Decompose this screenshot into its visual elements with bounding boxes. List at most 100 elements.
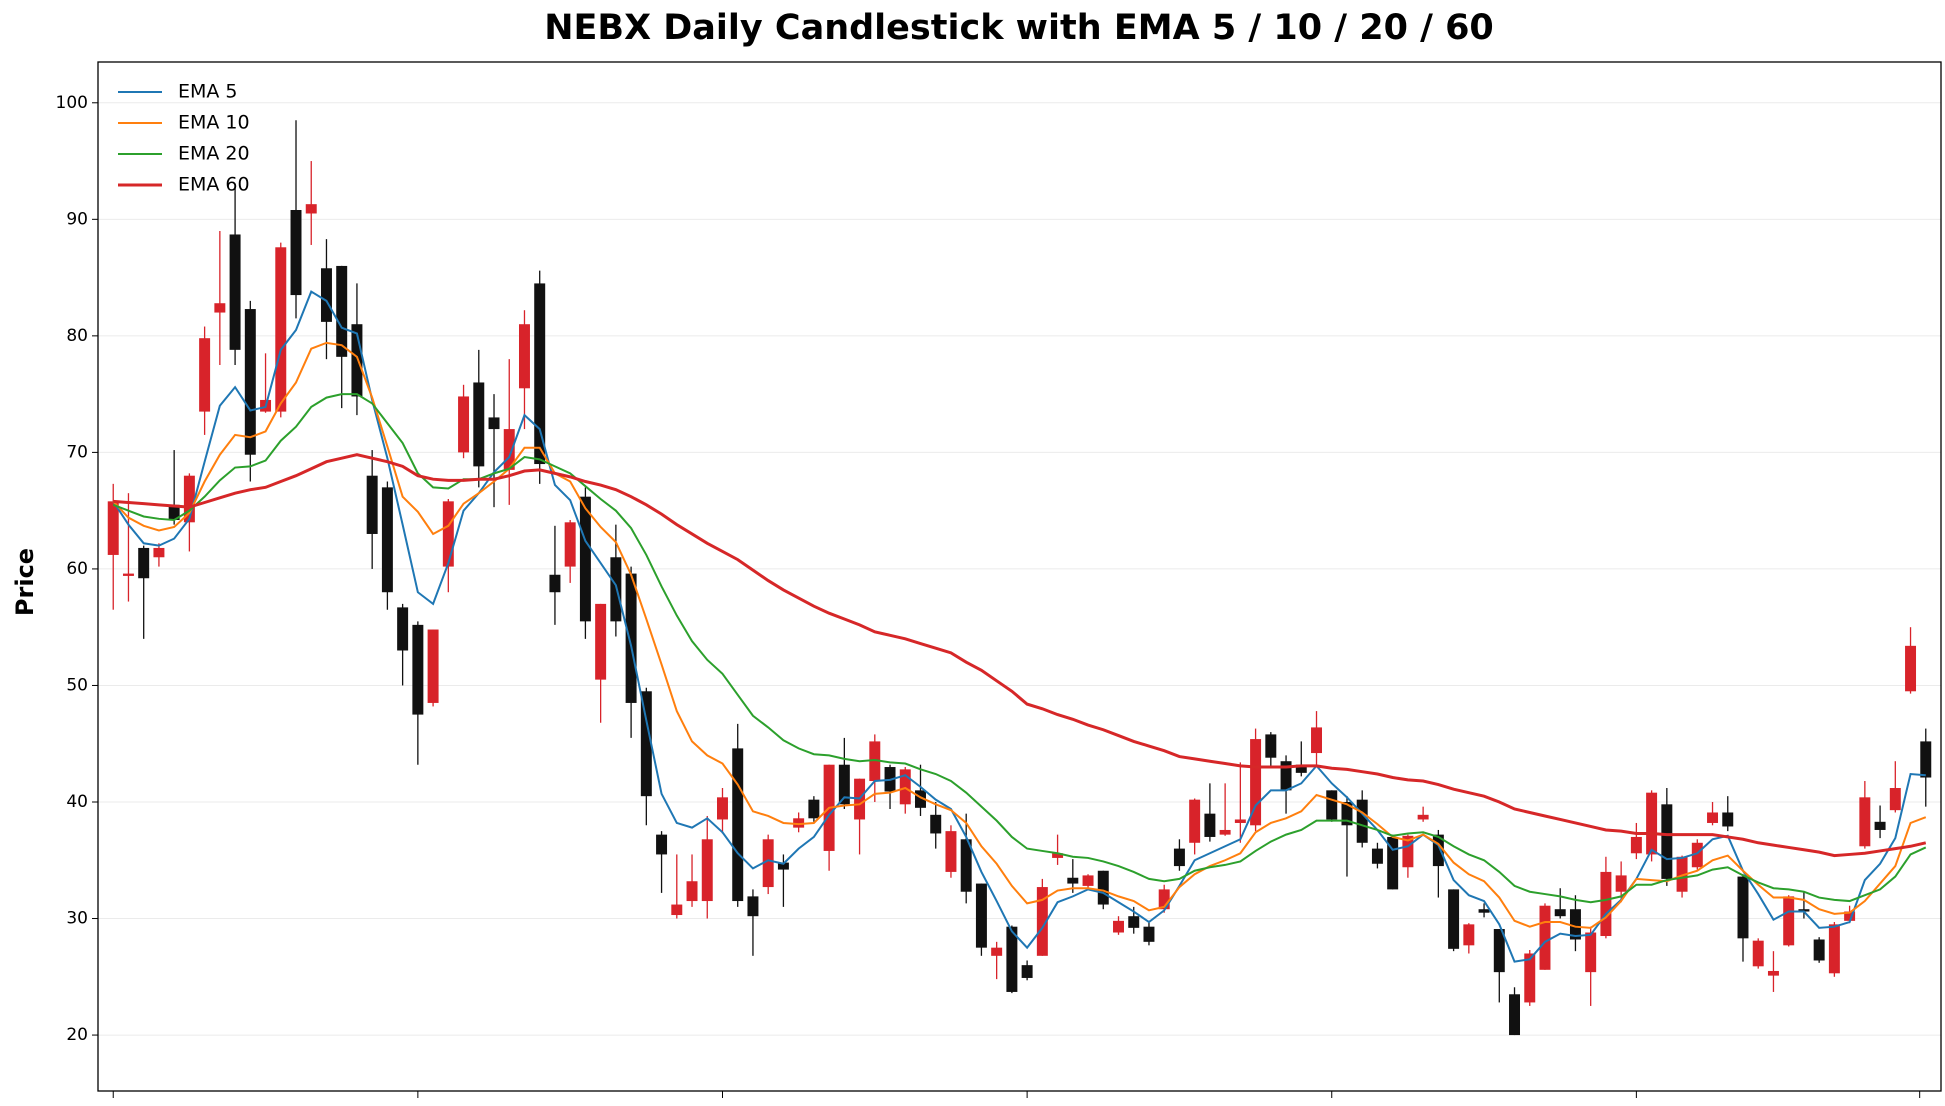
candle-body: [488, 417, 500, 430]
candle-body: [1493, 929, 1505, 973]
y-tick-label: 100: [56, 93, 88, 113]
candle-body: [1128, 916, 1140, 928]
candle-body: [1265, 734, 1277, 758]
candle-body: [1387, 836, 1399, 890]
candle-body: [747, 896, 759, 917]
candle-body: [671, 904, 683, 916]
candle-body: [1859, 797, 1871, 847]
candle-body: [1250, 739, 1262, 826]
candle-body: [1143, 926, 1155, 942]
candle-body: [1539, 905, 1551, 970]
candle-body: [1052, 853, 1064, 858]
candle-body: [503, 429, 515, 470]
candle-body: [366, 475, 378, 534]
candle-body: [1920, 741, 1932, 778]
candle-body: [1554, 909, 1566, 917]
candle-body: [122, 573, 134, 576]
candle-body: [1661, 804, 1673, 879]
candle-body: [1097, 870, 1109, 905]
candle-body: [1691, 842, 1703, 868]
candle-body: [1905, 645, 1917, 692]
candle-body: [183, 475, 195, 523]
ema-line: [112, 290, 1926, 963]
candle-body: [869, 741, 881, 782]
candle-body: [351, 324, 363, 397]
candle-body: [945, 831, 957, 872]
candle-body: [1204, 813, 1216, 837]
candle-body: [1158, 889, 1170, 910]
candle-body: [1356, 799, 1368, 843]
ema-line: [112, 341, 1927, 929]
candle-body: [534, 283, 546, 465]
candle-body: [717, 797, 728, 820]
ema-line: [112, 393, 1927, 904]
y-tick-label: 80: [66, 326, 88, 346]
candle-body: [138, 547, 150, 579]
y-tick-label: 90: [66, 209, 88, 229]
legend-label: EMA 5: [178, 81, 238, 103]
legend-label: EMA 20: [178, 143, 250, 165]
y-tick-label: 20: [66, 1025, 88, 1045]
candle-body: [930, 814, 942, 834]
candle-body: [1813, 939, 1825, 961]
candle-body: [1707, 812, 1719, 823]
y-axis-label: Price: [11, 548, 39, 616]
candle-body: [229, 234, 241, 350]
candle-body: [412, 624, 424, 715]
candle-body: [1280, 761, 1292, 791]
candle-body: [168, 504, 180, 520]
candle-body: [625, 573, 637, 703]
candle-body: [808, 799, 820, 819]
candle-body: [1371, 848, 1383, 864]
candle-body: [1295, 764, 1307, 773]
candle-body: [732, 748, 744, 902]
y-tick-label: 30: [66, 909, 88, 929]
y-tick-label: 70: [66, 442, 88, 462]
candle-body: [1326, 790, 1338, 820]
candle-body: [899, 769, 911, 805]
candle-body: [320, 268, 332, 322]
candle-body: [701, 839, 713, 902]
candle-body: [473, 382, 485, 467]
candle-body: [199, 338, 211, 412]
candle-body: [1113, 920, 1124, 933]
candle-body: [991, 947, 1003, 956]
candle-body: [960, 839, 972, 892]
candle-body: [336, 265, 348, 357]
chart-title: NEBX Daily Candlestick with EMA 5 / 10 /…: [544, 8, 1494, 48]
candle-body: [1432, 834, 1444, 867]
candle-body: [595, 603, 607, 680]
candle-body: [275, 247, 287, 412]
candle-body: [762, 839, 774, 888]
candle-body: [640, 691, 652, 797]
candle-body: [1752, 940, 1764, 967]
candle-body: [1889, 788, 1901, 811]
candle-body: [1341, 801, 1353, 826]
candle-body: [1067, 877, 1079, 884]
candle-body: [214, 303, 226, 313]
candle-body: [549, 574, 561, 593]
y-tick-label: 40: [66, 792, 88, 812]
candle-body: [656, 834, 668, 855]
candle-body: [838, 764, 850, 805]
candle-body: [381, 487, 393, 593]
candle-body: [1036, 887, 1048, 956]
candle-body: [1509, 994, 1521, 1036]
candle-body: [1189, 799, 1201, 843]
candle-body: [1615, 875, 1627, 892]
candle-body: [290, 209, 302, 296]
candle-body: [1234, 819, 1246, 823]
candle-body: [1630, 836, 1642, 854]
candle-body: [1448, 889, 1460, 949]
legend-label: EMA 60: [178, 174, 250, 196]
candle-body: [244, 309, 256, 455]
candle-body: [1600, 871, 1612, 937]
candle-body: [1767, 970, 1779, 976]
candle-body: [1021, 965, 1033, 978]
candle-body: [777, 862, 789, 870]
candle-body: [1569, 909, 1581, 940]
candle-body: [564, 522, 576, 567]
candle-body: [397, 607, 409, 651]
